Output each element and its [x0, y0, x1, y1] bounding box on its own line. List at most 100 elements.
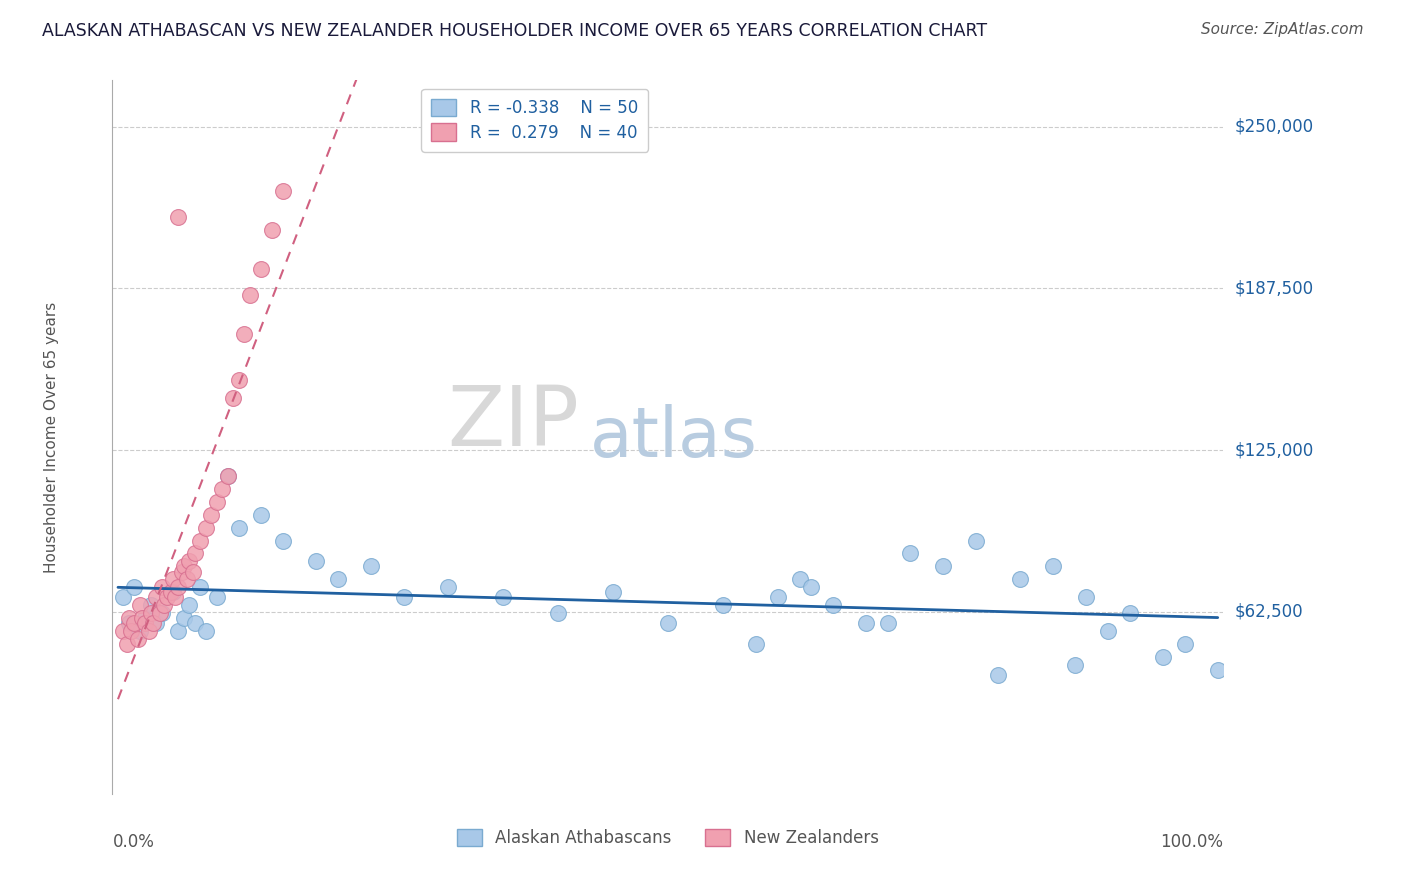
Point — [200, 508, 222, 522]
Point — [139, 598, 162, 612]
Point — [162, 585, 184, 599]
Point — [932, 559, 955, 574]
Point — [745, 637, 768, 651]
Point — [965, 533, 987, 548]
Point — [179, 598, 201, 612]
Point — [1042, 559, 1064, 574]
Point — [194, 624, 217, 638]
Point — [1063, 657, 1085, 672]
Point — [181, 565, 204, 579]
Point — [205, 494, 228, 508]
Point — [233, 326, 256, 341]
Point — [250, 508, 273, 522]
Point — [239, 288, 262, 302]
Point — [118, 616, 141, 631]
Point — [190, 533, 212, 548]
Point — [1008, 572, 1031, 586]
Point — [167, 211, 190, 225]
Point — [1174, 637, 1197, 651]
Point — [228, 520, 250, 534]
Point — [326, 572, 349, 586]
Point — [898, 546, 921, 560]
Legend: Alaskan Athabascans, New Zealanders: Alaskan Athabascans, New Zealanders — [447, 819, 889, 857]
Point — [1206, 663, 1229, 677]
Point — [134, 616, 156, 631]
Point — [139, 606, 162, 620]
Point — [547, 606, 569, 620]
Point — [1119, 606, 1142, 620]
Point — [127, 632, 149, 646]
Text: $62,500: $62,500 — [1234, 603, 1303, 621]
Text: $250,000: $250,000 — [1234, 118, 1313, 136]
Point — [167, 580, 190, 594]
Text: Householder Income Over 65 years: Householder Income Over 65 years — [44, 301, 59, 573]
Point — [602, 585, 624, 599]
Point — [855, 616, 877, 631]
Point — [156, 591, 179, 605]
Point — [800, 580, 823, 594]
Point — [711, 598, 734, 612]
Point — [194, 520, 217, 534]
Point — [987, 668, 1010, 682]
Point — [179, 554, 201, 568]
Point — [120, 624, 142, 638]
Point — [112, 591, 135, 605]
Text: ZIP: ZIP — [447, 383, 579, 463]
Point — [766, 591, 789, 605]
Point — [167, 624, 190, 638]
Point — [876, 616, 898, 631]
Point — [1097, 624, 1119, 638]
Point — [260, 223, 283, 237]
Point — [131, 611, 153, 625]
Point — [1152, 649, 1174, 664]
Point — [124, 580, 146, 594]
Point — [145, 616, 167, 631]
Point — [217, 468, 239, 483]
Point — [217, 468, 239, 483]
Point — [789, 572, 811, 586]
Point — [228, 373, 250, 387]
Point — [153, 598, 176, 612]
Point — [149, 606, 172, 620]
Text: $125,000: $125,000 — [1234, 441, 1313, 459]
Point — [821, 598, 844, 612]
Point — [271, 533, 294, 548]
Point — [173, 611, 195, 625]
Point — [150, 580, 173, 594]
Point — [145, 591, 167, 605]
Point — [129, 624, 152, 638]
Point — [129, 598, 152, 612]
Point — [176, 572, 198, 586]
Point — [657, 616, 679, 631]
Point — [271, 185, 294, 199]
Point — [150, 606, 173, 620]
Point — [115, 637, 138, 651]
Point — [492, 591, 515, 605]
Text: ALASKAN ATHABASCAN VS NEW ZEALANDER HOUSEHOLDER INCOME OVER 65 YEARS CORRELATION: ALASKAN ATHABASCAN VS NEW ZEALANDER HOUS… — [42, 22, 987, 40]
Point — [392, 591, 415, 605]
Point — [118, 611, 141, 625]
Point — [250, 262, 273, 277]
Point — [190, 580, 212, 594]
Text: 0.0%: 0.0% — [112, 833, 155, 851]
Text: 100.0%: 100.0% — [1160, 833, 1223, 851]
Point — [165, 591, 187, 605]
Point — [138, 624, 160, 638]
Point — [222, 392, 245, 406]
Point — [124, 616, 146, 631]
Point — [142, 616, 165, 631]
Point — [184, 616, 207, 631]
Point — [1074, 591, 1097, 605]
Point — [170, 565, 193, 579]
Point — [162, 572, 184, 586]
Point — [173, 559, 195, 574]
Point — [184, 546, 207, 560]
Text: Source: ZipAtlas.com: Source: ZipAtlas.com — [1201, 22, 1364, 37]
Point — [134, 611, 156, 625]
Text: $187,500: $187,500 — [1234, 279, 1313, 297]
Point — [112, 624, 135, 638]
Point — [205, 591, 228, 605]
Point — [305, 554, 328, 568]
Point — [211, 482, 233, 496]
Text: atlas: atlas — [591, 403, 758, 471]
